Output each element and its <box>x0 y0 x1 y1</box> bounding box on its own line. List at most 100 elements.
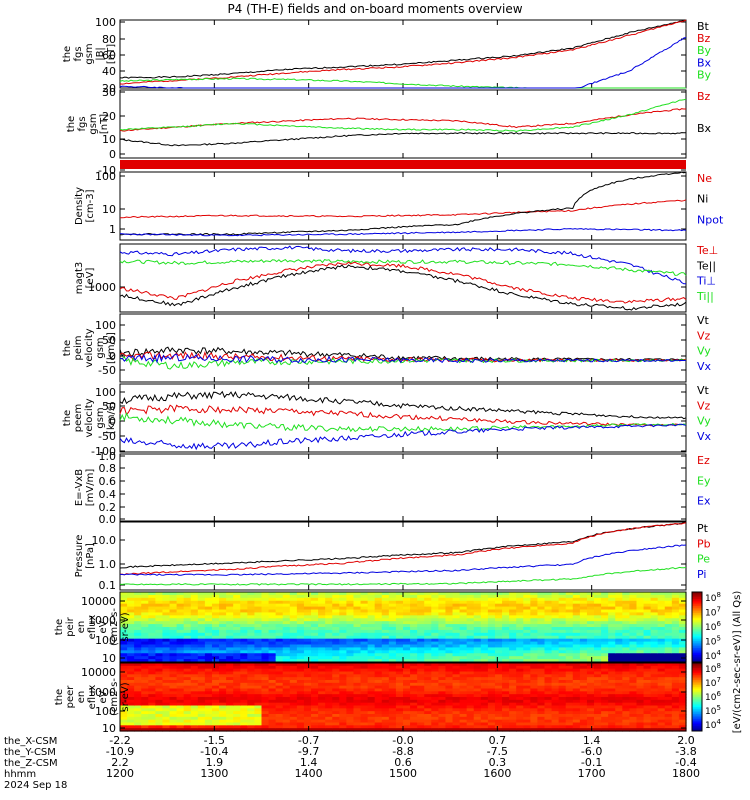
spectrogram-cell <box>523 629 531 634</box>
spectrogram-cell <box>530 632 539 637</box>
spectrogram-cell <box>282 668 291 673</box>
spectrogram-cell <box>643 618 652 622</box>
spectrogram-cell <box>176 688 185 692</box>
spectrogram-cell <box>622 716 630 721</box>
spectrogram-cell <box>615 699 623 704</box>
spectrogram-cell <box>601 653 609 657</box>
spectrogram-cell <box>120 682 128 687</box>
spectrogram-cell <box>275 659 284 663</box>
spectrogram-cell <box>388 677 397 681</box>
spectrogram-cell <box>438 592 447 596</box>
spectrogram-cell <box>594 629 602 634</box>
spectrogram-cell <box>325 621 333 625</box>
y-tick-label: 10 <box>102 133 116 146</box>
spectrogram-cell <box>572 716 581 721</box>
spectrogram-cell <box>601 615 609 619</box>
spectrogram-cell <box>226 594 234 599</box>
spectrogram-cell <box>169 644 178 649</box>
spectrogram-cell <box>282 691 291 695</box>
spectrogram-cell <box>480 594 489 599</box>
spectrogram-cell <box>431 624 439 628</box>
spectrogram-cell <box>311 594 319 599</box>
spectrogram-cell <box>445 691 454 695</box>
spectrogram-cell <box>594 603 602 608</box>
spectrogram-cell <box>204 725 213 729</box>
spectrogram-cell <box>452 638 461 643</box>
spectrogram-cell <box>516 716 524 721</box>
spectrogram-cell <box>211 697 220 701</box>
spectrogram-cell <box>572 641 581 646</box>
spectrogram-cell <box>155 663 164 667</box>
spectrogram-cell <box>629 725 638 729</box>
spectrogram-cell <box>311 641 319 646</box>
spectrogram-cell <box>219 674 227 678</box>
spectrogram-cell <box>134 728 142 732</box>
spectrogram-cell <box>629 719 638 724</box>
spectrogram-cell <box>473 612 482 616</box>
spectrogram-cell <box>296 603 305 608</box>
spectrogram-cell <box>275 711 284 715</box>
spectrogram-cell <box>410 665 418 670</box>
spectrogram-cell <box>537 665 546 670</box>
spectrogram-cell <box>395 722 404 726</box>
spectrogram-cell <box>594 711 602 715</box>
spectrogram-cell <box>162 594 171 599</box>
spectrogram-cell <box>530 621 539 625</box>
spectrogram-cell <box>487 711 496 715</box>
colorbar-tick-label: 108 <box>705 662 721 675</box>
spectrogram-cell <box>254 699 263 704</box>
spectrogram-cell <box>296 644 305 649</box>
spectrogram-cell <box>671 612 680 616</box>
spectrogram-cell <box>480 653 489 657</box>
spectrogram-cell <box>424 615 432 619</box>
spectrogram-cell <box>622 722 630 726</box>
colorbar-segment <box>692 639 702 642</box>
spectrogram-cell <box>211 592 220 596</box>
spectrogram-cell <box>190 694 199 698</box>
spectrogram-cell <box>502 719 510 724</box>
spectrogram-cell <box>636 677 645 681</box>
spectrogram-cell <box>325 650 333 654</box>
spectrogram-cell <box>523 641 531 646</box>
spectrogram-cell <box>516 600 524 605</box>
spectrogram-cell <box>169 615 178 619</box>
spectrogram-cell <box>204 697 213 701</box>
series-line-pb <box>119 522 687 576</box>
spectrogram-cell <box>523 597 531 602</box>
x-tick-label: -0.1 <box>581 756 602 769</box>
colorbar-segment <box>692 680 702 683</box>
spectrogram-cell <box>530 722 539 726</box>
spectrogram-cell <box>268 694 277 698</box>
spectrogram-cell <box>459 694 468 698</box>
spectrogram-cell <box>289 618 298 622</box>
spectrogram-cell <box>579 647 588 651</box>
spectrogram-cell <box>289 656 298 660</box>
spectrogram-cell <box>127 600 135 605</box>
spectrogram-cell <box>219 688 227 692</box>
spectrogram-cell <box>353 653 362 657</box>
spectrogram-cell <box>523 705 531 709</box>
spectrogram-cell <box>629 680 638 684</box>
spectrogram-cell <box>204 668 213 673</box>
spectrogram-cell <box>395 702 404 707</box>
spectrogram-cell <box>579 609 588 614</box>
spectrogram-cell <box>424 629 432 634</box>
spectrogram-cell <box>671 719 680 724</box>
spectrogram-cell <box>502 656 510 660</box>
spectrogram-cell <box>438 705 447 709</box>
spectrogram-cell <box>155 615 164 619</box>
spectrogram-cell <box>494 663 503 667</box>
spectrogram-cell <box>494 650 503 654</box>
spectrogram-cell <box>410 725 418 729</box>
spectrogram-cell <box>424 682 432 687</box>
series-line-vy <box>119 356 687 370</box>
spectrogram-cell <box>367 629 376 634</box>
spectrogram-cell <box>127 615 135 619</box>
spectrogram-cell <box>176 677 185 681</box>
spectrogram-cell <box>127 641 135 646</box>
y-axis-label: E=-VxB <box>74 469 85 506</box>
spectrogram-cell <box>325 722 333 726</box>
spectrogram-cell <box>275 691 284 695</box>
spectrogram-cell <box>424 618 432 622</box>
spectrogram-cell <box>516 708 524 712</box>
